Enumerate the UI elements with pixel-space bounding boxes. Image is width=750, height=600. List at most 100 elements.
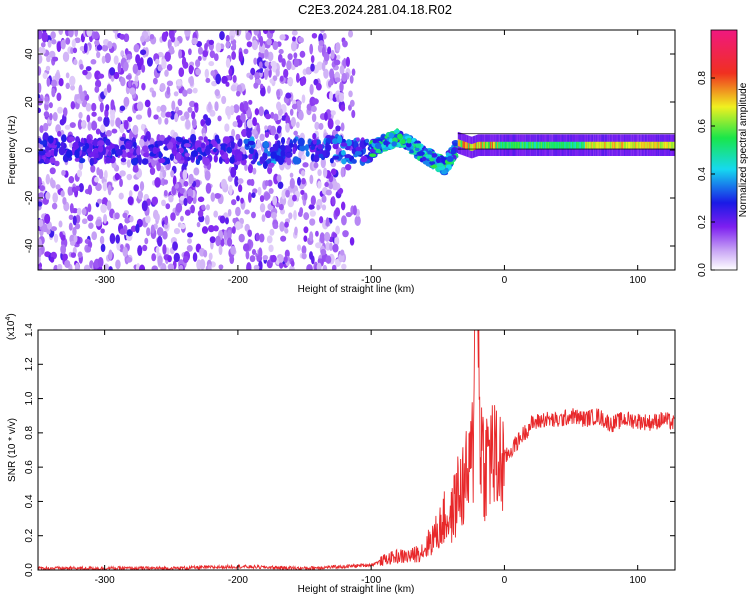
heatmap-cell	[96, 51, 101, 59]
heatmap-cell	[130, 225, 137, 232]
heatmap-cell	[231, 199, 237, 206]
heatmap-cell	[129, 130, 133, 142]
heatmap-cell	[126, 53, 133, 60]
heatmap-cell	[369, 153, 377, 158]
heatmap-cell	[201, 204, 206, 211]
heatmap-cell	[296, 101, 301, 113]
heatmap-cell	[240, 197, 244, 204]
heatmap-cell	[170, 212, 176, 221]
heatmap-cell	[279, 34, 286, 41]
heatmap-cell	[608, 141, 610, 149]
heatmap-cell	[297, 137, 305, 147]
heatmap-cell	[292, 138, 297, 144]
heatmap-cell	[579, 141, 581, 149]
heatmap-cell	[555, 141, 557, 149]
heatmap-cell	[241, 128, 248, 138]
heatmap-cell	[85, 103, 92, 112]
heatmap-cell	[238, 184, 243, 193]
heatmap-cell	[518, 141, 520, 149]
heatmap-cell	[183, 180, 189, 187]
heatmap-cell	[235, 206, 241, 217]
heatmap-cell	[141, 200, 148, 212]
heatmap-cell	[186, 245, 193, 252]
heatmap-cell	[60, 190, 65, 197]
heatmap-cell	[140, 123, 145, 131]
heatmap-cell	[139, 181, 145, 192]
heatmap-cell	[123, 61, 129, 70]
heatmap-cell	[474, 142, 476, 150]
heatmap-cell	[238, 233, 245, 243]
heatmap-cell	[552, 141, 554, 149]
heatmap-cell	[656, 141, 658, 149]
heatmap-cell	[128, 190, 133, 198]
heatmap-cell	[52, 192, 58, 204]
x-tick-label: 100	[629, 575, 646, 586]
heatmap-cell	[233, 104, 240, 114]
heatmap-cell	[319, 149, 324, 156]
heatmap-cell	[667, 141, 669, 149]
heatmap-cell	[285, 122, 291, 133]
heatmap-cell	[70, 252, 77, 258]
heatmap-cell	[544, 141, 546, 149]
heatmap-cell	[223, 229, 228, 241]
heatmap-cell	[287, 53, 293, 61]
heatmap-cell	[182, 255, 189, 264]
heatmap-cell	[239, 102, 245, 112]
heatmap-cell	[164, 117, 169, 125]
heatmap-cell	[615, 141, 617, 149]
heatmap-cell	[640, 141, 643, 149]
heatmap-cell	[670, 141, 672, 149]
heatmap-cell	[46, 77, 51, 87]
heatmap-cell	[75, 136, 80, 143]
heatmap-cell	[543, 141, 545, 149]
heatmap-cell	[662, 141, 664, 149]
heatmap-cell	[231, 51, 236, 60]
heatmap-cell	[120, 244, 124, 250]
heatmap-cell	[155, 246, 160, 254]
heatmap-cell	[135, 54, 141, 64]
heatmap-cell	[237, 140, 243, 148]
heatmap-cell	[65, 72, 70, 79]
heatmap-cell	[234, 176, 239, 187]
heatmap-cell	[656, 141, 659, 149]
heatmap-cell	[335, 225, 341, 235]
heatmap-cell	[520, 141, 522, 149]
heatmap-cell	[283, 68, 289, 79]
heatmap-cell	[592, 141, 594, 149]
heatmap-cell	[527, 141, 529, 149]
heatmap-cell	[609, 141, 612, 149]
heatmap-cell	[531, 141, 533, 149]
heatmap-cell	[95, 183, 102, 192]
heatmap-cell	[193, 102, 199, 108]
x-tick-label: 100	[629, 275, 646, 286]
heatmap-cell	[210, 192, 216, 202]
heatmap-cell	[253, 57, 258, 65]
heatmap-cell	[247, 163, 254, 174]
heatmap-cell	[141, 145, 149, 152]
heatmap-cell	[301, 177, 306, 185]
heatmap-cell	[190, 150, 199, 158]
heatmap-cell	[290, 116, 296, 128]
heatmap-cell	[312, 139, 317, 145]
heatmap-cell	[133, 184, 139, 192]
heatmap-cell	[48, 102, 53, 109]
heatmap-cell	[269, 30, 275, 34]
heatmap-cell	[633, 141, 635, 149]
heatmap-cell	[97, 116, 103, 122]
heatmap-cell	[115, 259, 121, 270]
heatmap-cell	[245, 32, 252, 41]
heatmap-cell	[176, 79, 182, 87]
heatmap-cell	[70, 101, 76, 110]
heatmap-cell	[259, 35, 264, 47]
heatmap-cell	[661, 141, 663, 149]
heatmap-cell	[564, 141, 566, 149]
heatmap-cell	[123, 120, 129, 130]
heatmap-cell	[268, 244, 274, 253]
heatmap-cell	[143, 152, 150, 158]
heatmap-cell	[100, 243, 106, 253]
heatmap-cell	[593, 141, 596, 149]
heatmap-cell	[644, 141, 647, 149]
heatmap-cell	[514, 141, 516, 149]
heatmap-cell	[226, 237, 233, 247]
heatmap-cell	[185, 119, 191, 130]
